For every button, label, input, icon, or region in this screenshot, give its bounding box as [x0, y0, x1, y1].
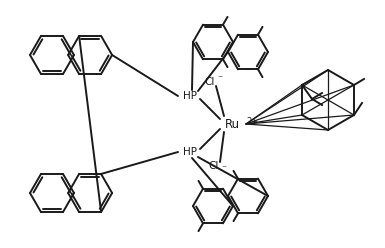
Text: Ru: Ru [224, 118, 239, 130]
Text: 2+: 2+ [246, 117, 258, 125]
Text: HP: HP [183, 91, 197, 101]
Text: ⁻: ⁻ [218, 74, 223, 84]
Text: Cl: Cl [209, 161, 219, 171]
Text: Cl: Cl [205, 77, 215, 87]
Text: HP: HP [183, 147, 197, 157]
Text: ⁻: ⁻ [221, 164, 226, 174]
